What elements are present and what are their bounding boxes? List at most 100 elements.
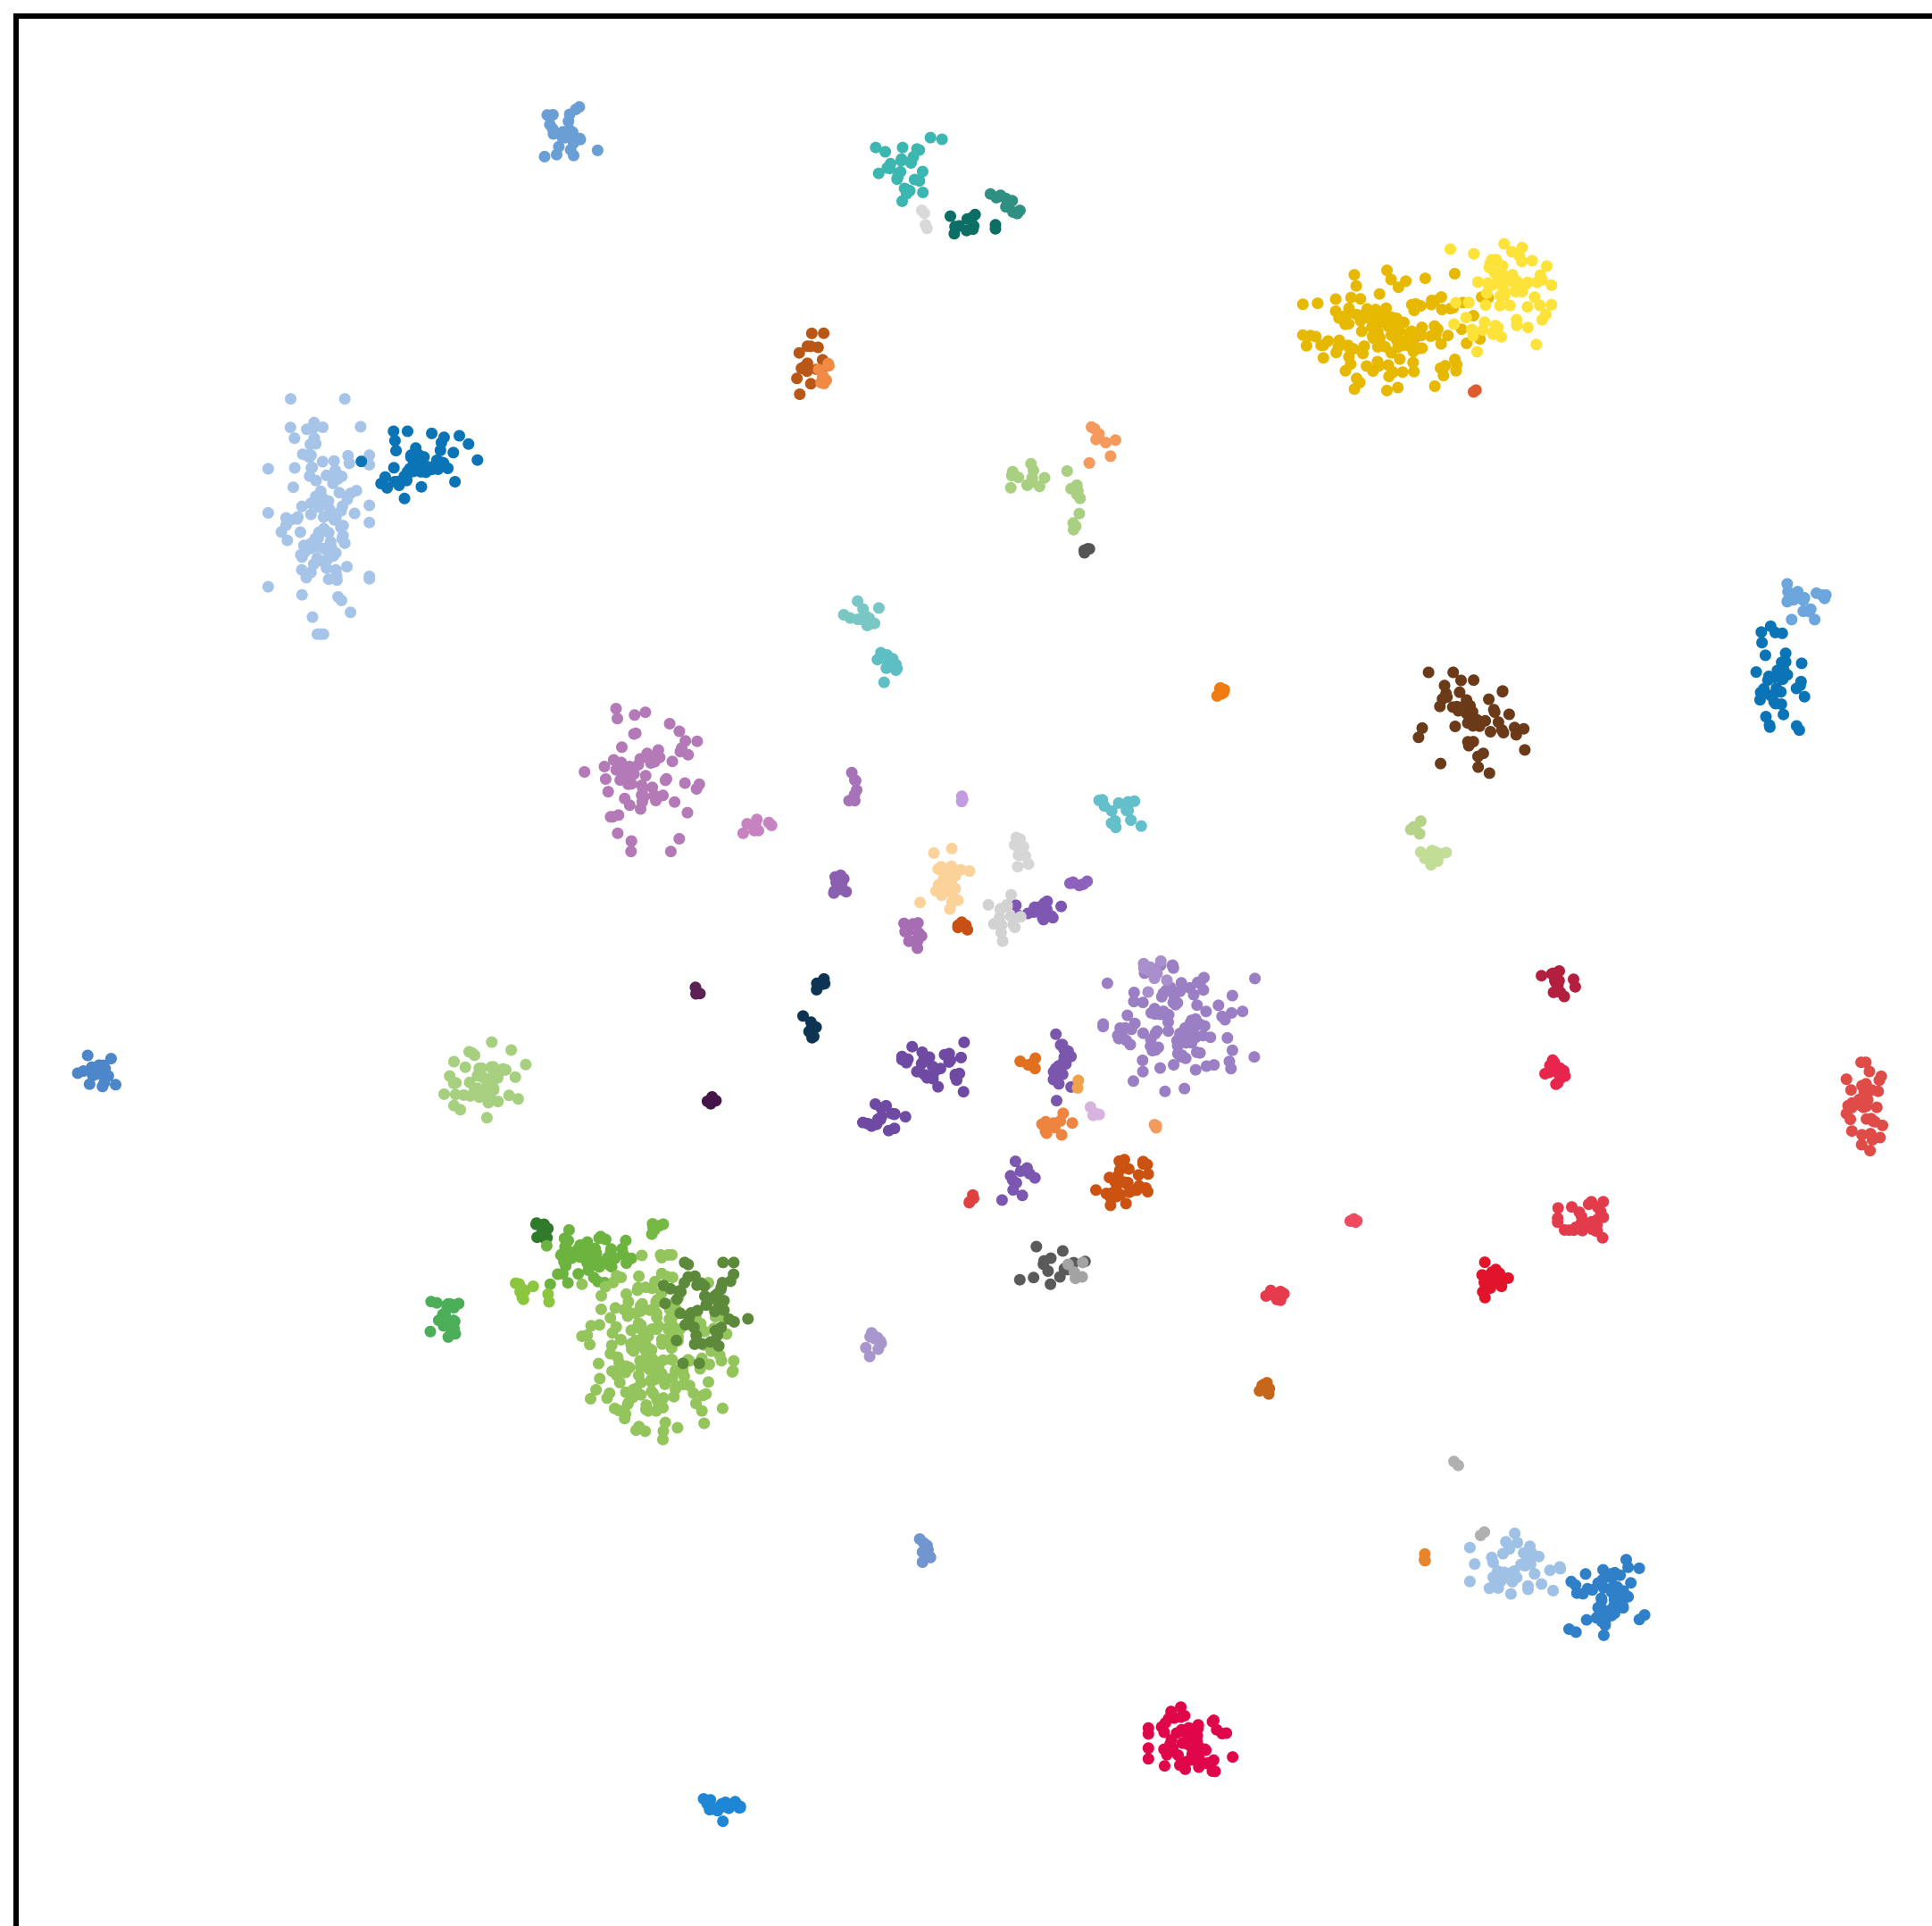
scatter-point	[1461, 717, 1474, 730]
scatter-point	[331, 473, 344, 485]
scatter-point	[1361, 303, 1373, 315]
scatter-point	[1521, 301, 1534, 313]
scatter-point	[1518, 1547, 1530, 1559]
scatter-point	[1128, 987, 1140, 998]
scatter-point	[517, 1293, 529, 1305]
scatter-point	[967, 1192, 979, 1205]
scatter-point	[928, 846, 940, 859]
scatter-point	[1449, 721, 1461, 732]
scatter-point	[1506, 246, 1518, 258]
scatter-point	[363, 572, 376, 585]
scatter-point	[651, 1311, 663, 1323]
scatter-point	[1416, 721, 1428, 734]
scatter-point	[1154, 1062, 1166, 1074]
scatter-point	[895, 153, 908, 165]
scatter-point	[562, 1277, 574, 1289]
scatter-point	[454, 429, 465, 442]
scatter-point	[609, 1402, 620, 1414]
scatter-point	[1536, 970, 1548, 982]
scatter-point	[640, 1399, 653, 1412]
scatter-point	[1104, 450, 1117, 463]
scatter-point	[1184, 1017, 1196, 1030]
scatter-point	[1526, 254, 1538, 267]
scatter-point	[1137, 1027, 1149, 1039]
scatter-point	[1503, 708, 1515, 721]
scatter-point	[666, 1271, 679, 1284]
scatter-point	[584, 1338, 596, 1351]
scatter-point	[1483, 262, 1495, 273]
scatter-point	[876, 1110, 888, 1122]
scatter-point	[634, 753, 646, 765]
scatter-point	[1065, 1050, 1078, 1063]
scatter-point	[1022, 858, 1035, 871]
scatter-point	[1192, 976, 1203, 988]
scatter-point	[664, 846, 677, 858]
scatter-point	[335, 504, 347, 517]
scatter-point	[1382, 359, 1395, 371]
scatter-point	[860, 1341, 872, 1354]
scatter-point	[304, 508, 317, 521]
scatter-point	[689, 981, 702, 994]
scatter-point	[527, 1280, 539, 1293]
scatter-point	[932, 1080, 945, 1093]
scatter-point	[437, 1308, 449, 1321]
scatter-point	[632, 1281, 645, 1294]
scatter-point	[703, 1376, 714, 1388]
scatter-point	[516, 1283, 529, 1296]
scatter-point	[1322, 335, 1335, 347]
scatter-point	[1620, 1554, 1632, 1566]
scatter-point	[1778, 708, 1790, 721]
scatter-point	[1455, 674, 1467, 687]
scatter-point	[967, 223, 979, 236]
scatter-point	[1149, 965, 1162, 978]
scatter-point	[1487, 328, 1499, 340]
scatter-point	[1609, 1566, 1621, 1579]
scatter-point	[1864, 1128, 1877, 1140]
scatter-point	[1057, 1107, 1070, 1120]
scatter-point	[698, 1280, 711, 1292]
scatter-point	[945, 210, 956, 222]
scatter-point	[1541, 260, 1553, 272]
scatter-point	[936, 889, 948, 902]
scatter-point	[625, 846, 637, 858]
scatter-point	[654, 751, 666, 763]
scatter-point	[1407, 356, 1420, 369]
scatter-point	[1842, 1099, 1854, 1112]
scatter-point	[1121, 1009, 1134, 1021]
scatter-point	[636, 1249, 648, 1262]
scatter-point	[1078, 546, 1091, 559]
scatter-point	[1078, 878, 1090, 890]
scatter-point	[619, 792, 631, 805]
scatter-point	[709, 1305, 721, 1318]
scatter-point	[1351, 372, 1363, 385]
scatter-point	[1373, 288, 1386, 300]
scatter-point	[1220, 1727, 1233, 1739]
scatter-point	[673, 1285, 686, 1297]
scatter-point	[605, 1339, 618, 1352]
scatter-point	[462, 438, 475, 450]
scatter-point	[920, 219, 932, 231]
scatter-point	[693, 1357, 705, 1370]
scatter-point	[1198, 1020, 1211, 1032]
scatter-point	[1503, 1567, 1515, 1580]
scatter-point	[1145, 1033, 1157, 1046]
scatter-point	[665, 1354, 678, 1365]
scatter-point	[1076, 1271, 1088, 1283]
scatter-point	[987, 918, 1000, 930]
scatter-point	[1120, 1177, 1132, 1189]
scatter-point	[354, 421, 367, 433]
scatter-point	[1468, 247, 1480, 260]
scatter-point	[659, 1297, 671, 1310]
scatter-point	[1191, 1736, 1203, 1747]
scatter-point	[679, 1319, 692, 1331]
scatter-point	[1419, 852, 1431, 864]
scatter-point	[650, 1297, 662, 1309]
scatter-point	[646, 1218, 659, 1230]
scatter-point	[574, 133, 587, 146]
scatter-point	[891, 173, 904, 186]
scatter-point	[1495, 724, 1508, 736]
scatter-point	[655, 1333, 668, 1346]
scatter-point	[434, 444, 446, 456]
scatter-point	[536, 1227, 548, 1239]
scatter-point	[963, 865, 976, 877]
